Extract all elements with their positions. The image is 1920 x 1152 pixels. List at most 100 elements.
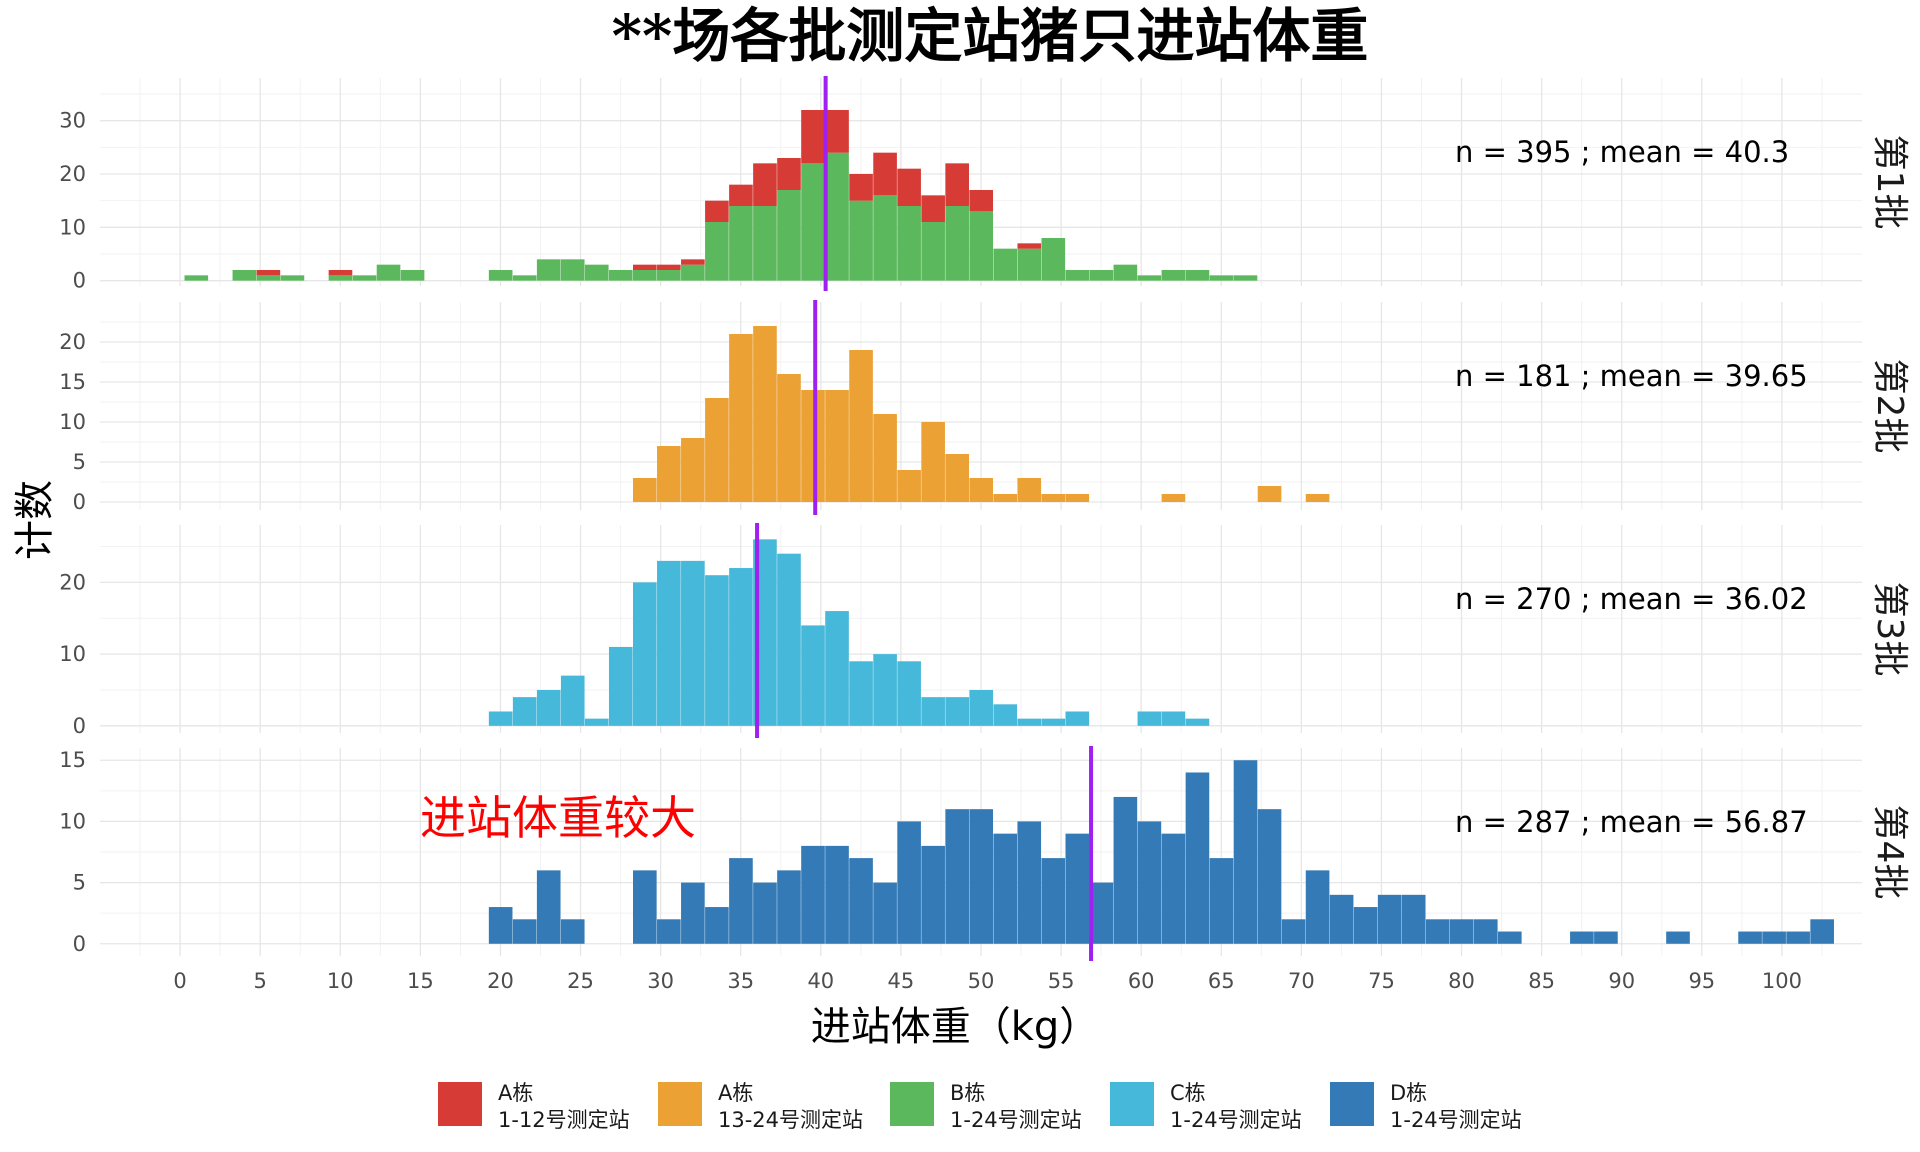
histogram-bar bbox=[1209, 858, 1234, 944]
histogram-bar bbox=[681, 560, 705, 726]
histogram-bar bbox=[969, 689, 994, 726]
x-tick-label: 70 bbox=[1288, 969, 1315, 993]
histogram-bar bbox=[1113, 796, 1138, 944]
histogram-bar bbox=[536, 689, 561, 726]
histogram-bar bbox=[825, 152, 849, 281]
histogram-bar bbox=[681, 882, 705, 944]
histogram-bar bbox=[897, 470, 921, 502]
histogram-bar bbox=[705, 907, 729, 944]
x-tick-label: 90 bbox=[1608, 969, 1635, 993]
histogram-bar bbox=[1065, 270, 1090, 281]
x-tick-label: 40 bbox=[807, 969, 834, 993]
x-tick-label: 25 bbox=[567, 969, 594, 993]
histogram-bar bbox=[921, 222, 945, 281]
histogram-bar bbox=[777, 374, 801, 502]
histogram-bar bbox=[897, 168, 921, 206]
histogram-bar bbox=[777, 870, 801, 944]
facet-note: 进站体重较大 bbox=[420, 791, 696, 845]
x-tick-label: 45 bbox=[888, 969, 915, 993]
histogram-bar bbox=[488, 907, 513, 944]
histogram-bar bbox=[873, 654, 897, 726]
histogram-bar bbox=[1161, 270, 1186, 281]
histogram-bar bbox=[1233, 760, 1258, 944]
histogram-bar bbox=[1017, 821, 1042, 944]
legend-item-A2: A栋 13-24号测定站 bbox=[658, 1081, 863, 1132]
histogram-bar bbox=[536, 870, 561, 944]
histogram-bar bbox=[873, 195, 897, 281]
histogram-bar bbox=[993, 494, 1018, 502]
histogram-bar bbox=[657, 446, 681, 502]
histogram-bar bbox=[657, 919, 681, 944]
histogram-bar bbox=[1017, 478, 1042, 502]
histogram-bar bbox=[921, 697, 945, 726]
histogram-bar bbox=[1305, 870, 1330, 944]
histogram-bar bbox=[400, 270, 425, 281]
histogram-bar bbox=[280, 275, 305, 281]
facet-panel-2: 0 5 10 15 20 n = 181 ; mean = 39.65 第2批 bbox=[59, 300, 1910, 515]
histogram-bar bbox=[729, 206, 753, 281]
y-tick-label: 10 bbox=[59, 642, 86, 666]
x-tick-label: 75 bbox=[1368, 969, 1395, 993]
histogram-bar bbox=[1497, 931, 1522, 944]
histogram-bar bbox=[1041, 238, 1066, 281]
x-tick-label: 50 bbox=[968, 969, 995, 993]
histogram-bar bbox=[873, 882, 897, 944]
histogram-bar bbox=[608, 270, 633, 281]
x-tick-label: 30 bbox=[647, 969, 674, 993]
histogram-bar bbox=[945, 454, 969, 502]
histogram-bar bbox=[633, 270, 657, 281]
histogram-bar bbox=[328, 275, 353, 281]
histogram-bar bbox=[633, 870, 657, 944]
facet-stat-annotation: n = 395 ; mean = 40.3 bbox=[1455, 135, 1789, 169]
histogram-bar bbox=[1473, 919, 1498, 944]
histogram-bar bbox=[560, 675, 585, 726]
histogram-bar bbox=[512, 275, 537, 281]
histogram-bar bbox=[1666, 931, 1690, 944]
histogram-bar bbox=[681, 259, 705, 265]
legend-label-line2: 1-24号测定站 bbox=[1390, 1108, 1522, 1132]
histogram-bar bbox=[633, 582, 657, 726]
y-tick-label: 5 bbox=[73, 450, 86, 474]
histogram-bar bbox=[1041, 858, 1066, 944]
histogram-bar bbox=[256, 270, 281, 276]
legend-item-D: D栋 1-24号测定站 bbox=[1330, 1081, 1522, 1132]
legend: A栋 1-12号测定站 A栋 13-24号测定站 B栋 1-24号测定站 C栋 1-24号测定… bbox=[438, 1081, 1522, 1132]
x-tick-label: 15 bbox=[407, 969, 434, 993]
facet-stat-annotation: n = 270 ; mean = 36.02 bbox=[1455, 582, 1808, 616]
x-axis-ticks: 0 5 10 15 20 25 30 35 40 45 50 55 60 65 70 75 80 85 90 95 10… bbox=[173, 969, 1802, 993]
histogram-bar bbox=[1041, 718, 1066, 726]
x-tick-label: 60 bbox=[1128, 969, 1155, 993]
chart-title: **场各批测定站猪只进站体重 bbox=[612, 2, 1369, 70]
facet-strip-label: 第3批 bbox=[1869, 582, 1910, 677]
legend-swatch bbox=[1330, 1082, 1374, 1126]
histogram-bar bbox=[849, 350, 873, 502]
histogram-bar bbox=[753, 882, 777, 944]
y-axis-title: 计数 bbox=[12, 480, 58, 560]
y-tick-label: 0 bbox=[73, 269, 86, 293]
histogram-bar bbox=[1281, 919, 1306, 944]
facet-strip-label: 第4批 bbox=[1869, 805, 1910, 900]
histogram-bar bbox=[993, 248, 1018, 281]
histogram-bar bbox=[825, 845, 849, 944]
histogram-bar bbox=[945, 809, 969, 944]
histogram-bar bbox=[633, 478, 657, 502]
histogram-bar bbox=[1041, 494, 1066, 502]
legend-label-line1: A栋 bbox=[498, 1081, 533, 1105]
y-tick-label: 20 bbox=[59, 570, 86, 594]
histogram-bar bbox=[681, 438, 705, 502]
histogram-bar bbox=[1113, 264, 1138, 281]
histogram-bar bbox=[729, 184, 753, 206]
facet-strip-label: 第2批 bbox=[1869, 359, 1910, 454]
histogram-bar bbox=[512, 919, 537, 944]
histogram-bar bbox=[560, 919, 585, 944]
histogram-bar bbox=[1305, 494, 1330, 502]
y-tick-label: 20 bbox=[59, 330, 86, 354]
histogram-bar bbox=[1017, 248, 1042, 281]
x-tick-label: 55 bbox=[1048, 969, 1075, 993]
histogram-bar bbox=[993, 704, 1018, 726]
histogram-bar bbox=[633, 264, 657, 270]
histogram-bar bbox=[849, 858, 873, 944]
histogram-bar bbox=[1185, 772, 1210, 944]
y-tick-label: 15 bbox=[59, 748, 86, 772]
